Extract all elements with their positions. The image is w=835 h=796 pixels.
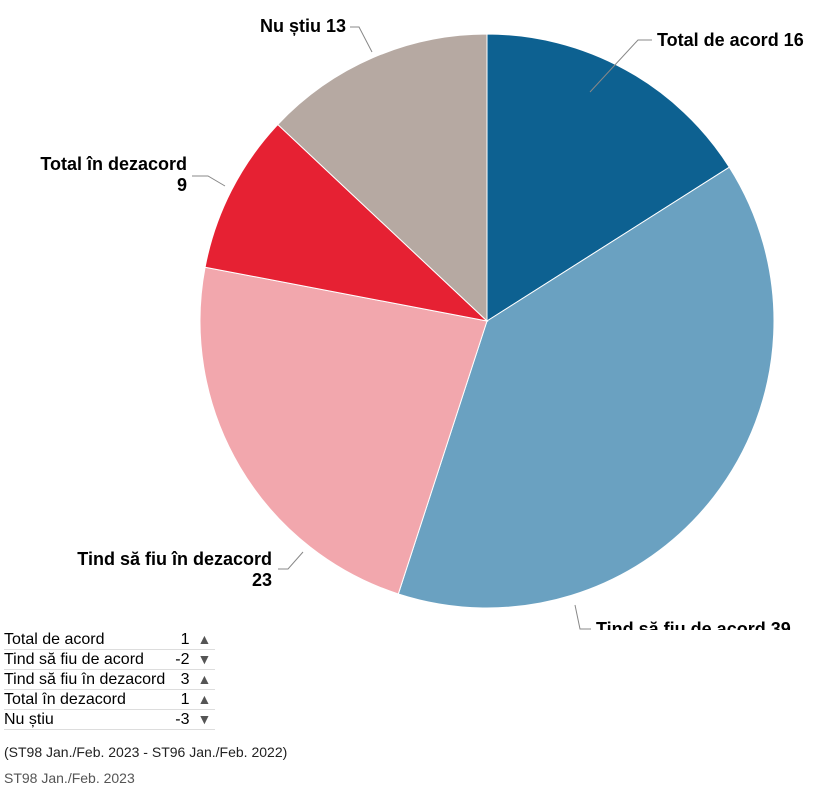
- slice-label-line: Total de acord 16: [657, 30, 804, 50]
- slice-labels: Total de acord 16 Tind să fiu de acord 39…: [40, 16, 803, 630]
- leader-line: [350, 26, 373, 53]
- change-row: Tind să fiu în dezacord 3 ▲: [4, 670, 216, 690]
- slice-label-line: 9: [177, 175, 187, 195]
- up-arrow-icon: ▲: [197, 631, 212, 647]
- slice-label-tind-sa-fiu-in-dezacord: Tind să fiu în dezacord 23: [77, 549, 272, 590]
- slice-label-line: 23: [252, 570, 272, 590]
- change-row: Total în dezacord 1 ▲: [4, 690, 216, 710]
- pie-chart: Total de acord 16 Tind să fiu de acord 39…: [40, 16, 803, 630]
- slice-label-nu-stiu: Nu știu 13: [260, 16, 346, 36]
- slice-label-line: Nu știu 13: [260, 16, 346, 36]
- leader-line: [192, 175, 226, 187]
- up-arrow-icon: ▲: [197, 691, 212, 707]
- comparison-note: (ST98 Jan./Feb. 2023 - ST96 Jan./Feb. 20…: [4, 744, 288, 760]
- change-category: Nu știu: [4, 711, 54, 728]
- change-value: 3: [180, 671, 190, 688]
- change-category: Tind să fiu de acord: [4, 651, 144, 668]
- pie-slice-total-de-acord: [486, 33, 731, 322]
- change-table: Total de acord 1 ▲ Tind să fiu de acord …: [4, 630, 216, 730]
- change-category: Total în dezacord: [4, 691, 126, 708]
- leader-line: [278, 551, 304, 570]
- slice-label-total-de-acord: Total de acord 16: [657, 30, 804, 50]
- pie-slices: [199, 33, 775, 609]
- change-value: -2: [175, 651, 190, 668]
- slice-label-total-in-dezacord: Total în dezacord 9: [40, 154, 187, 195]
- change-row: Total de acord 1 ▲: [4, 630, 216, 650]
- change-value: 1: [180, 631, 190, 648]
- change-row: Tind să fiu de acord -2 ▼: [4, 650, 216, 670]
- slice-label-line: Tind să fiu de acord 39: [596, 619, 791, 630]
- change-category: Tind să fiu în dezacord: [4, 671, 166, 688]
- leader-line: [574, 604, 591, 630]
- down-arrow-icon: ▼: [197, 651, 212, 667]
- change-value: -3: [175, 711, 190, 728]
- slice-label-tind-sa-fiu-de-acord: Tind să fiu de acord 39: [596, 619, 791, 630]
- change-category: Total de acord: [4, 631, 105, 648]
- up-arrow-icon: ▲: [197, 671, 212, 687]
- change-value: 1: [180, 691, 190, 708]
- pie-slice-tind-sa-fiu-in-dezacord: [199, 266, 488, 595]
- pie-slice-tind-sa-fiu-de-acord: [397, 166, 775, 609]
- pie-slice-total-in-dezacord: [204, 123, 489, 322]
- slice-label-line: Tind să fiu în dezacord: [77, 549, 272, 569]
- down-arrow-icon: ▼: [197, 711, 212, 727]
- leader-lines: [192, 26, 652, 630]
- slice-label-line: Total în dezacord: [40, 154, 187, 174]
- change-row: Nu știu -3 ▼: [4, 710, 216, 730]
- pie-slice-nu-stiu: [277, 33, 488, 323]
- source-note: ST98 Jan./Feb. 2023: [4, 770, 135, 786]
- leader-line: [589, 39, 652, 93]
